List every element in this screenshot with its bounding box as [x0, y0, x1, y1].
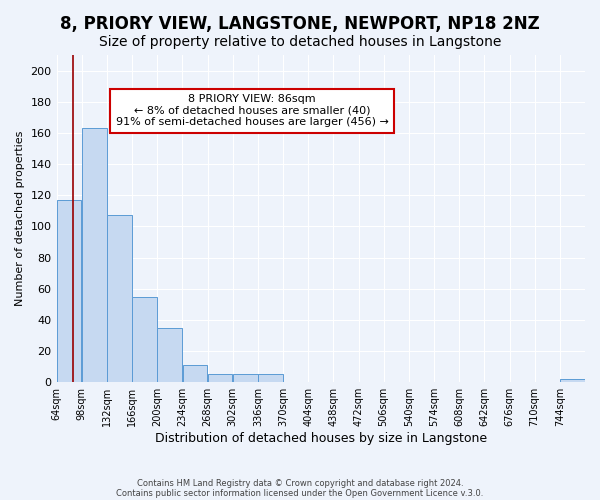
Bar	[208, 374, 232, 382]
Bar	[258, 374, 283, 382]
Bar	[107, 216, 132, 382]
Text: Contains public sector information licensed under the Open Government Licence v.: Contains public sector information licen…	[116, 488, 484, 498]
Text: 8, PRIORY VIEW, LANGSTONE, NEWPORT, NP18 2NZ: 8, PRIORY VIEW, LANGSTONE, NEWPORT, NP18…	[60, 15, 540, 33]
Bar	[82, 128, 107, 382]
Bar	[182, 365, 207, 382]
Text: 8 PRIORY VIEW: 86sqm
← 8% of detached houses are smaller (40)
91% of semi-detach: 8 PRIORY VIEW: 86sqm ← 8% of detached ho…	[116, 94, 389, 128]
Bar	[57, 200, 82, 382]
Text: Size of property relative to detached houses in Langstone: Size of property relative to detached ho…	[99, 35, 501, 49]
Bar	[132, 296, 157, 382]
Text: Contains HM Land Registry data © Crown copyright and database right 2024.: Contains HM Land Registry data © Crown c…	[137, 478, 463, 488]
Bar	[157, 328, 182, 382]
Bar	[233, 374, 257, 382]
Bar	[560, 379, 585, 382]
Y-axis label: Number of detached properties: Number of detached properties	[15, 131, 25, 306]
X-axis label: Distribution of detached houses by size in Langstone: Distribution of detached houses by size …	[155, 432, 487, 445]
